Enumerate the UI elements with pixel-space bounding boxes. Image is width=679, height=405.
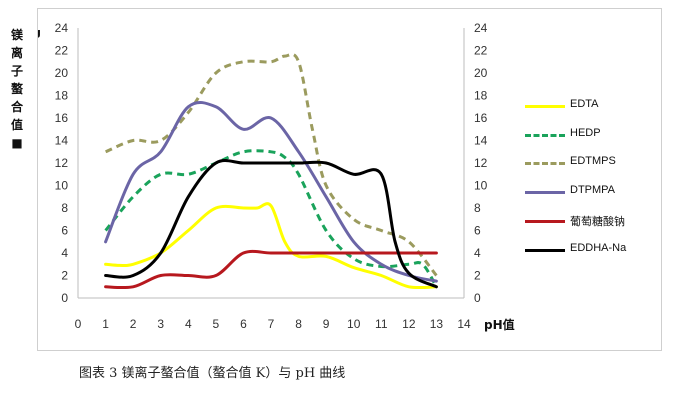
- series-line-edta: [104, 202, 438, 290]
- legend-swatch: [525, 162, 565, 165]
- legend-label: EDTA: [570, 98, 599, 110]
- legend-swatch: [525, 191, 565, 194]
- y-tick-label-right: 2: [474, 269, 481, 283]
- series-line-eddha-na: [104, 159, 438, 289]
- y-axis-title-char: 镁: [10, 28, 23, 42]
- y-tick-label-left: 18: [55, 89, 69, 103]
- y-tick-label-left: 2: [61, 269, 68, 283]
- y-tick-label-right: 22: [474, 44, 488, 58]
- x-tick-label: 9: [323, 317, 330, 331]
- x-tick-label: 8: [295, 317, 302, 331]
- x-tick-label: 11: [375, 317, 388, 331]
- x-tick-label: 2: [130, 317, 137, 331]
- y-tick-label-right: 10: [474, 179, 488, 193]
- x-tick-label: 10: [347, 317, 361, 331]
- chart-frame: 0 0 2 2 4 4 6 6 8 8 10 10 12 12 14 14 16 16 18 18 20 20 22 22 24…: [37, 8, 662, 351]
- y-tick-label-right: 8: [474, 201, 481, 215]
- y-axis-title-top: Mg: [38, 26, 41, 39]
- y-axis-title-char: 螯: [10, 82, 23, 96]
- y-tick-label-right: 14: [474, 134, 488, 148]
- y-tick-label-right: 20: [474, 66, 488, 80]
- x-tick-label: 0: [75, 317, 82, 331]
- y-tick-label-left: 12: [55, 156, 69, 170]
- x-tick-label: 3: [157, 317, 164, 331]
- series-line-sodium-gluconate: [104, 249, 438, 290]
- y-axis-title-char: 值: [10, 118, 23, 132]
- y-axis-title-char: 合: [10, 100, 23, 114]
- legend-swatch: [525, 249, 565, 252]
- y-tick-label-right: 6: [474, 224, 481, 238]
- y-tick-label-left: 6: [61, 224, 68, 238]
- x-tick-label: 1: [102, 317, 109, 331]
- legend-label: 葡萄糖酸钠: [570, 216, 625, 228]
- y-tick-label-left: 16: [55, 111, 69, 125]
- y-tick-label-right: 12: [474, 156, 488, 170]
- x-axis-title: pH值: [484, 317, 515, 332]
- legend-swatch: [525, 220, 565, 223]
- legend-label: EDDHA-Na: [570, 242, 627, 254]
- y-axis-title-char: ■: [11, 136, 23, 150]
- y-tick-label-left: 14: [55, 134, 69, 148]
- y-tick-label-left: 22: [55, 44, 69, 58]
- y-tick-label-left: 20: [55, 66, 69, 80]
- y-tick-label-right: 0: [474, 291, 481, 305]
- legend-swatch: [525, 105, 565, 108]
- series-line-dtpmpa: [104, 101, 438, 283]
- y-axis-title-char: 子: [10, 64, 23, 78]
- legend-label: EDTMPS: [570, 155, 616, 167]
- y-tick-label-right: 18: [474, 89, 488, 103]
- x-tick-label: 13: [430, 317, 444, 331]
- y-axis-title: 镁离子螯合值 ■: [9, 26, 25, 152]
- y-tick-label-left: 8: [61, 201, 68, 215]
- series-line-hedp: [104, 149, 438, 288]
- series-lines: [104, 52, 438, 290]
- x-tick-label: 12: [402, 317, 416, 331]
- legend-label: HEDP: [570, 127, 601, 139]
- figure-caption: 图表 3 镁离子螯合值（螯合值 K）与 pH 曲线: [79, 366, 346, 381]
- y-axis-title-char: 离: [10, 46, 23, 60]
- y-tick-label-left: 10: [55, 179, 69, 193]
- series-line-edtmps: [105, 52, 438, 277]
- x-tick-label: 7: [268, 317, 275, 331]
- y-tick-label-right: 24: [474, 21, 488, 35]
- y-tick-label-right: 4: [474, 246, 481, 260]
- y-tick-label-left: 4: [61, 246, 68, 260]
- y-tick-label-right: 16: [474, 111, 488, 125]
- x-tick-label: 4: [185, 317, 192, 331]
- y-tick-label-left: 0: [61, 291, 68, 305]
- x-tick-label: 6: [240, 317, 247, 331]
- y-tick-label-left: 24: [55, 21, 69, 35]
- x-tick-label: 14: [457, 317, 471, 331]
- legend-swatch: [525, 134, 565, 137]
- x-tick-label: 5: [213, 317, 220, 331]
- axes: [77, 28, 465, 299]
- legend-label: DTPMPA: [570, 184, 616, 196]
